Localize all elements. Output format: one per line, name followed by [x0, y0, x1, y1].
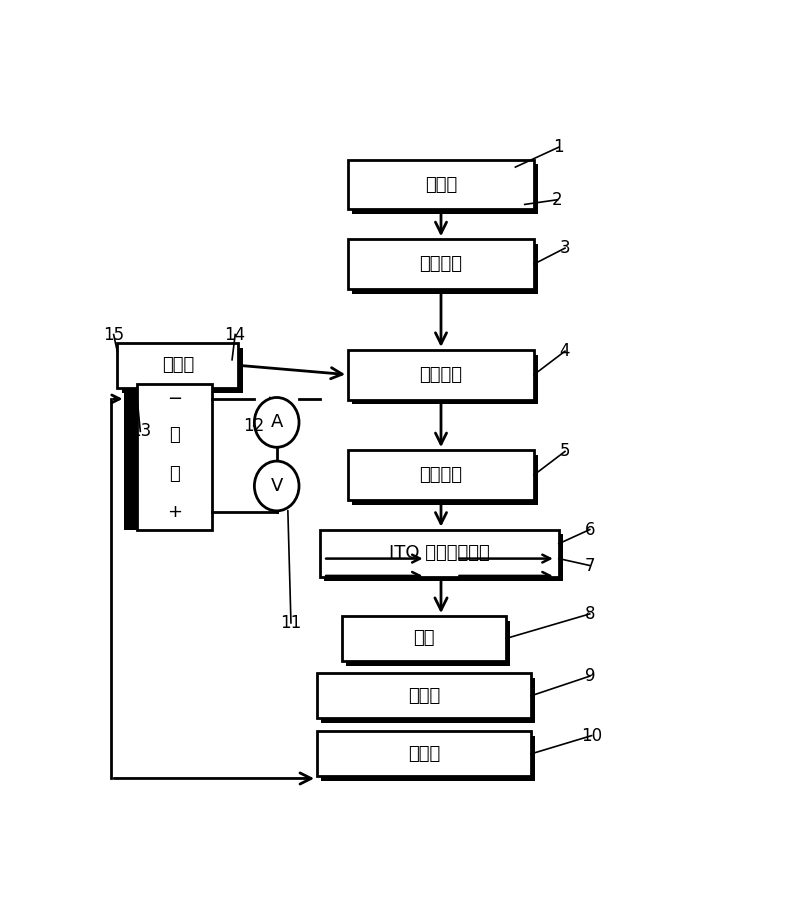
Text: V: V — [270, 477, 283, 495]
Text: 工件: 工件 — [413, 629, 434, 647]
Bar — [348, 239, 534, 289]
Text: 12: 12 — [243, 417, 264, 435]
Bar — [352, 244, 538, 294]
Circle shape — [254, 461, 299, 511]
Bar — [122, 348, 242, 392]
Bar — [348, 450, 534, 500]
Text: 液晶掩模: 液晶掩模 — [419, 365, 462, 383]
Text: 3: 3 — [560, 239, 570, 257]
Text: 1: 1 — [554, 138, 564, 156]
Text: 5: 5 — [560, 443, 570, 461]
Text: A: A — [270, 413, 283, 431]
Text: 电: 电 — [169, 427, 180, 445]
Text: 8: 8 — [585, 605, 595, 623]
Text: 9: 9 — [585, 667, 595, 685]
Bar — [348, 160, 534, 209]
Bar — [317, 674, 531, 718]
Bar — [123, 384, 146, 530]
Text: 加工腔: 加工腔 — [408, 687, 440, 705]
Bar — [325, 534, 563, 581]
Bar — [352, 455, 538, 505]
Text: 13: 13 — [130, 422, 151, 440]
Text: 15: 15 — [103, 326, 124, 344]
Bar — [320, 530, 559, 577]
Text: 聚焦系统: 聚焦系统 — [419, 466, 462, 484]
Text: +: + — [167, 503, 182, 521]
Text: 工作台: 工作台 — [408, 745, 440, 763]
Bar — [352, 355, 538, 404]
Circle shape — [254, 398, 299, 447]
Text: 4: 4 — [560, 342, 570, 360]
Text: −: − — [167, 390, 182, 408]
Bar — [138, 384, 211, 530]
Bar — [342, 616, 506, 661]
Text: 10: 10 — [581, 726, 602, 744]
Bar — [348, 349, 534, 400]
Text: 11: 11 — [280, 614, 302, 632]
Text: 2: 2 — [552, 190, 563, 208]
Bar — [346, 621, 510, 665]
Text: 激光器: 激光器 — [425, 175, 457, 193]
Text: 6: 6 — [585, 521, 595, 539]
Text: 7: 7 — [585, 557, 595, 575]
Bar — [322, 678, 535, 723]
Bar — [118, 343, 238, 388]
Bar — [317, 732, 531, 777]
Bar — [322, 736, 535, 781]
Text: 扩束系统: 扩束系统 — [419, 255, 462, 273]
Text: 计算机: 计算机 — [162, 357, 194, 374]
Text: ITO 导电玻璃电极: ITO 导电玻璃电极 — [389, 544, 490, 562]
Text: 14: 14 — [225, 326, 246, 344]
Bar — [352, 164, 538, 215]
Text: 源: 源 — [169, 465, 180, 483]
